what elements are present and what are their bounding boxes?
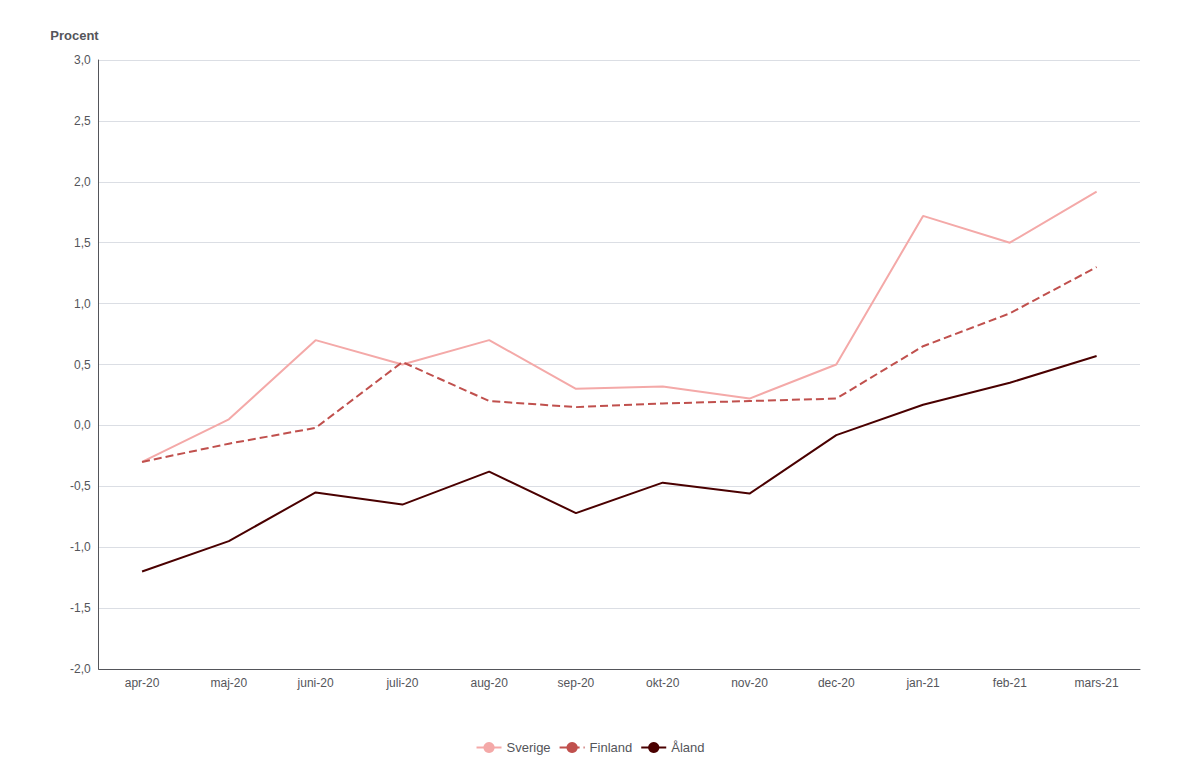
svg-text:feb-21: feb-21 (993, 676, 1027, 690)
svg-text:sep-20: sep-20 (558, 676, 595, 690)
svg-text:3,0: 3,0 (74, 53, 91, 67)
svg-text:-1,0: -1,0 (70, 540, 91, 554)
svg-text:1,5: 1,5 (74, 236, 91, 250)
svg-text:jan-21: jan-21 (905, 676, 940, 690)
svg-text:2,0: 2,0 (74, 175, 91, 189)
svg-text:Sverige: Sverige (507, 740, 551, 755)
svg-text:Finland: Finland (590, 740, 633, 755)
svg-text:2,5: 2,5 (74, 114, 91, 128)
svg-text:Åland: Åland (671, 740, 704, 755)
svg-text:nov-20: nov-20 (731, 676, 768, 690)
svg-text:Procent: Procent (50, 28, 99, 43)
svg-text:1,0: 1,0 (74, 297, 91, 311)
svg-text:okt-20: okt-20 (646, 676, 680, 690)
svg-text:maj-20: maj-20 (210, 676, 247, 690)
svg-text:-1,5: -1,5 (70, 601, 91, 615)
svg-text:mars-21: mars-21 (1075, 676, 1119, 690)
svg-text:0,0: 0,0 (74, 418, 91, 432)
svg-text:0,5: 0,5 (74, 358, 91, 372)
svg-text:aug-20: aug-20 (470, 676, 508, 690)
svg-text:dec-20: dec-20 (818, 676, 855, 690)
svg-text:-0,5: -0,5 (70, 479, 91, 493)
svg-text:juli-20: juli-20 (385, 676, 418, 690)
svg-text:apr-20: apr-20 (125, 676, 160, 690)
svg-text:juni-20: juni-20 (297, 676, 334, 690)
svg-text:-2,0: -2,0 (70, 662, 91, 676)
